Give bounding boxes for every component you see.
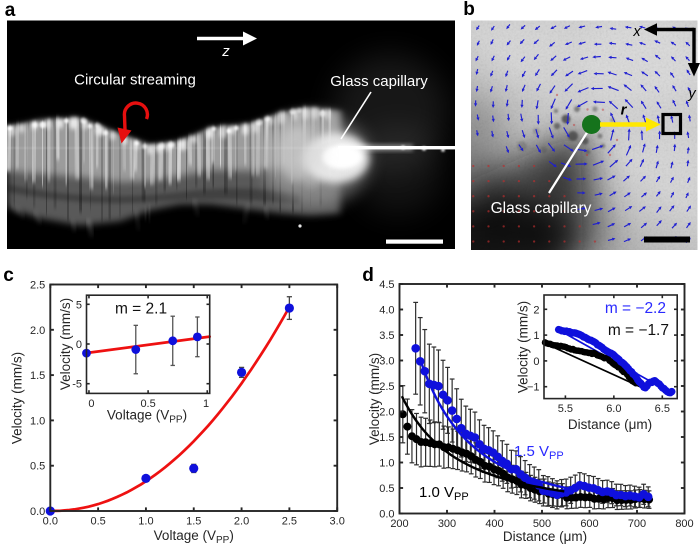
- svg-text:Glass capillary: Glass capillary: [330, 73, 428, 90]
- svg-text:Circular streaming: Circular streaming: [74, 72, 196, 89]
- svg-text:m = 2.1: m = 2.1: [115, 301, 167, 318]
- svg-text:Voltage (VPP): Voltage (VPP): [107, 408, 187, 426]
- svg-text:m = −1.7: m = −1.7: [608, 322, 669, 339]
- svg-text:0.5: 0.5: [30, 461, 45, 473]
- svg-text:300: 300: [438, 518, 456, 530]
- svg-text:0: 0: [533, 356, 539, 368]
- svg-text:400: 400: [485, 518, 503, 530]
- svg-text:0: 0: [88, 398, 94, 410]
- svg-text:1.0: 1.0: [30, 415, 45, 427]
- svg-text:a: a: [5, 0, 16, 21]
- svg-text:0.0: 0.0: [30, 506, 45, 518]
- svg-text:r: r: [621, 102, 628, 119]
- svg-text:3.5: 3.5: [379, 330, 394, 342]
- svg-text:Glass capillary: Glass capillary: [491, 200, 592, 217]
- svg-text:3.0: 3.0: [379, 356, 394, 368]
- svg-text:Velocity (mm/s): Velocity (mm/s): [367, 353, 382, 445]
- svg-text:700: 700: [628, 518, 646, 530]
- svg-text:1.0: 1.0: [379, 458, 394, 470]
- svg-text:500: 500: [533, 518, 551, 530]
- svg-text:1.5: 1.5: [186, 516, 201, 528]
- svg-text:0.5: 0.5: [379, 483, 394, 495]
- svg-text:2: 2: [533, 304, 539, 316]
- svg-text:0.5: 0.5: [140, 398, 155, 410]
- svg-text:m = −2.2: m = −2.2: [605, 300, 666, 317]
- svg-text:6.0: 6.0: [606, 403, 621, 415]
- svg-text:1: 1: [533, 330, 539, 342]
- svg-text:2.5: 2.5: [282, 516, 297, 528]
- svg-text:0.5: 0.5: [90, 516, 105, 528]
- svg-text:2.0: 2.0: [379, 407, 394, 419]
- svg-text:0: 0: [76, 339, 82, 351]
- svg-text:x: x: [632, 24, 641, 40]
- svg-text:Distance (μm): Distance (μm): [503, 529, 587, 544]
- svg-text:0.0: 0.0: [43, 516, 58, 528]
- svg-text:2.5: 2.5: [379, 381, 394, 393]
- svg-text:2.5: 2.5: [30, 280, 45, 292]
- svg-text:1: 1: [203, 398, 209, 410]
- svg-text:5.5: 5.5: [558, 403, 573, 415]
- svg-text:Velocity (mm/s): Velocity (mm/s): [516, 301, 531, 393]
- svg-text:-5: -5: [72, 379, 82, 391]
- svg-text:d: d: [362, 265, 374, 286]
- svg-text:6.5: 6.5: [655, 403, 670, 415]
- svg-text:Voltage (VPP): Voltage (VPP): [154, 528, 234, 546]
- svg-text:4.0: 4.0: [379, 305, 394, 317]
- svg-text:3.0: 3.0: [330, 516, 345, 528]
- svg-text:b: b: [463, 0, 475, 20]
- svg-text:4.5: 4.5: [379, 279, 394, 291]
- svg-text:Velocity (mm/s): Velocity (mm/s): [10, 352, 25, 444]
- svg-text:Velocity (mm/s): Velocity (mm/s): [58, 298, 73, 390]
- svg-text:2.0: 2.0: [234, 516, 249, 528]
- svg-text:z: z: [221, 43, 230, 60]
- svg-text:800: 800: [675, 518, 693, 530]
- svg-text:200: 200: [390, 518, 408, 530]
- svg-text:1.0: 1.0: [138, 516, 153, 528]
- svg-text:1.5: 1.5: [30, 370, 45, 382]
- svg-text:600: 600: [580, 518, 598, 530]
- svg-text:y: y: [687, 86, 696, 102]
- svg-text:2.0: 2.0: [30, 325, 45, 337]
- svg-text:1.5: 1.5: [379, 432, 394, 444]
- svg-text:−1: −1: [527, 382, 540, 394]
- svg-text:0.0: 0.0: [379, 509, 394, 521]
- svg-text:c: c: [3, 265, 14, 286]
- svg-text:Distance (μm): Distance (μm): [568, 417, 652, 432]
- svg-text:5: 5: [76, 299, 82, 311]
